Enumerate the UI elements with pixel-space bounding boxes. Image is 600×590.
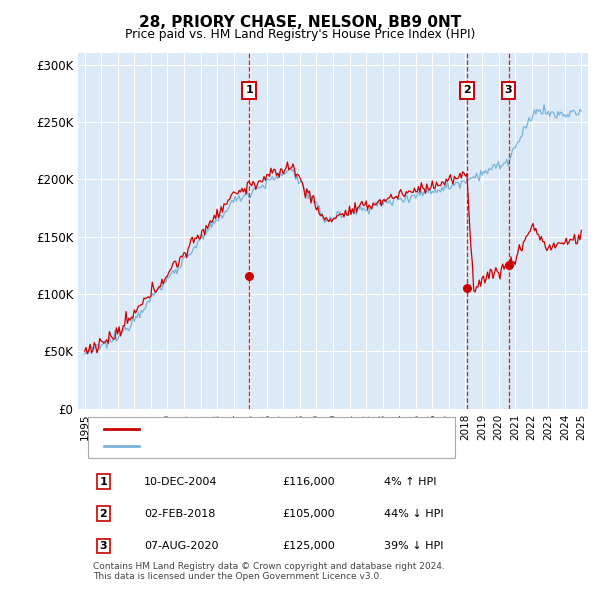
Text: 3: 3: [505, 86, 512, 96]
Text: 2: 2: [100, 509, 107, 519]
Text: £105,000: £105,000: [282, 509, 335, 519]
Text: 4% ↑ HPI: 4% ↑ HPI: [384, 477, 437, 487]
Text: 3: 3: [100, 541, 107, 551]
Text: Price paid vs. HM Land Registry's House Price Index (HPI): Price paid vs. HM Land Registry's House …: [125, 28, 475, 41]
Text: 02-FEB-2018: 02-FEB-2018: [145, 509, 215, 519]
Text: 1: 1: [100, 477, 107, 487]
Text: £116,000: £116,000: [282, 477, 335, 487]
Text: 39% ↓ HPI: 39% ↓ HPI: [384, 541, 443, 551]
Text: 1: 1: [245, 86, 253, 96]
Text: 44% ↓ HPI: 44% ↓ HPI: [384, 509, 443, 519]
FancyBboxPatch shape: [88, 417, 455, 458]
Text: This data is licensed under the Open Government Licence v3.0.: This data is licensed under the Open Gov…: [94, 572, 382, 581]
Text: 07-AUG-2020: 07-AUG-2020: [145, 541, 219, 551]
Text: £125,000: £125,000: [282, 541, 335, 551]
Text: Contains HM Land Registry data © Crown copyright and database right 2024.: Contains HM Land Registry data © Crown c…: [94, 562, 445, 571]
Text: 28, PRIORY CHASE, NELSON, BB9 0NT (detached house): 28, PRIORY CHASE, NELSON, BB9 0NT (detac…: [149, 424, 456, 434]
Text: 28, PRIORY CHASE, NELSON, BB9 0NT: 28, PRIORY CHASE, NELSON, BB9 0NT: [139, 15, 461, 30]
Text: 2: 2: [463, 86, 471, 96]
Text: 10-DEC-2004: 10-DEC-2004: [145, 477, 218, 487]
Text: HPI: Average price, detached house, Pendle: HPI: Average price, detached house, Pend…: [149, 441, 389, 451]
